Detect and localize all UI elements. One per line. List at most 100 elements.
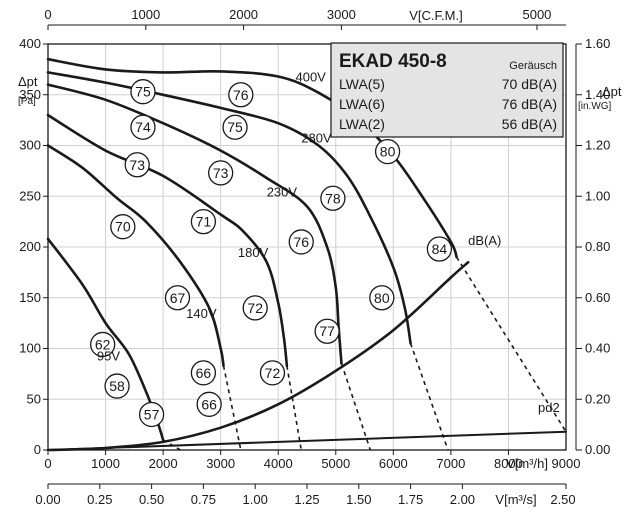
noise-marker-circle [314, 318, 340, 344]
noise-marker-circle [124, 152, 150, 178]
x-bottom-tick-label: 6000 [379, 456, 408, 471]
y-left-tick-label: 400 [19, 36, 41, 51]
y-right-tick-label: 1.40 [585, 87, 610, 102]
legend-row-label-2: LWA(6) [339, 96, 385, 112]
noise-marker-circle [190, 208, 217, 235]
x-top-tick-label: 3000 [327, 7, 356, 22]
noise-marker-circle [259, 360, 286, 386]
noise-marker-value: 76 [293, 234, 309, 250]
noise-marker-circle [242, 295, 268, 321]
noise-marker-circle [208, 160, 234, 186]
x-bottom-tick-label: 2000 [149, 456, 178, 471]
x-bottom-tick-label: 7000 [436, 456, 465, 471]
noise-marker-value: 80 [380, 144, 396, 160]
noise-marker-circle [138, 401, 165, 428]
x-bottom-tick-label: 0 [44, 456, 51, 471]
series-line-400v [46, 57, 458, 259]
series-labels: 400V 280V 230V 180V 140V 95V dB(A) [97, 70, 501, 364]
series-label: 280V [301, 130, 332, 145]
dashed-limit-line [340, 363, 372, 451]
legend-frame [330, 42, 564, 138]
x-bottom-tick-label: 3000 [206, 456, 235, 471]
x-bottom2-tick-label: 1.25 [294, 492, 319, 507]
x-top-tick-label: 2000 [229, 7, 258, 22]
y-right-tick-label: 1.60 [585, 36, 610, 51]
x-bottom-tick-label: 5000 [321, 456, 350, 471]
x-bottom2-axis-label: V[m³/s] [495, 492, 536, 507]
noise-marker-value: 75 [135, 84, 151, 100]
y-right-tick-label: 1.00 [585, 188, 610, 203]
y-left-axis-label: Δpt [18, 74, 38, 89]
noise-level-markers: 75 76 74 75 80 73 73 78 70 71 76 84 67 72 80 77 62 66 72 58… [90, 79, 453, 428]
noise-marker-value: 58 [109, 378, 125, 394]
noise-marker-value: 67 [170, 290, 186, 306]
noise-marker-circle [222, 114, 248, 140]
noise-marker-value: 73 [129, 157, 145, 173]
y-left-tick-label: 100 [19, 341, 41, 356]
y-left-axis-unit: [Pa] [18, 96, 36, 107]
x-top-tick-label: 0 [44, 7, 51, 22]
noise-marker-value: 62 [95, 336, 111, 352]
noise-marker-value: 74 [135, 119, 151, 135]
legend-row-label-3: LWA(2) [339, 116, 385, 132]
noise-marker-value: 84 [432, 241, 448, 257]
dashed-limit-line [286, 365, 303, 451]
y-right-axis-label: Δpt [602, 84, 622, 99]
noise-marker-circle [228, 82, 254, 108]
series-line-pd2 [47, 430, 567, 451]
legend-row-value-1: 70 dB(A) [502, 76, 557, 92]
y-left-tick-label: 200 [19, 239, 41, 254]
x-bottom-end-label: 9000 [552, 456, 581, 471]
noise-marker-circle [374, 138, 401, 165]
noise-marker-value: 80 [374, 290, 390, 306]
y-right-tick-label: 0.40 [585, 341, 610, 356]
series-label: 400V [295, 70, 326, 85]
x-bottom-tick-label: 1000 [91, 456, 120, 471]
noise-marker-circle [288, 229, 314, 255]
noise-marker-value: 73 [213, 165, 229, 181]
y-right-tick-label: 0.20 [585, 391, 610, 406]
x-bottom-tick-label: 8000 [494, 456, 523, 471]
series-label: dB(A) [468, 233, 501, 248]
x-bottom-tick-label: 4000 [264, 456, 293, 471]
legend-box: EKAD 450-8 Geräusch LWA(5) 70 dB(A) LWA(… [330, 42, 564, 138]
pd2-label: pd2 [538, 400, 560, 415]
noise-marker-value: 75 [227, 119, 243, 135]
y-right-tick-label: 0.00 [585, 442, 610, 457]
y-left-tick-label: 50 [27, 391, 41, 406]
legend-row-value-2: 76 dB(A) [502, 96, 557, 112]
legend-row-label-1: LWA(5) [339, 76, 385, 92]
dashed-limit-line [222, 365, 242, 451]
noise-marker-circle [130, 79, 156, 105]
x-bottom2-tick-label: 1.00 [243, 492, 268, 507]
y-right-tick-label: 1.20 [585, 138, 610, 153]
series-label: 180V [238, 245, 269, 260]
noise-marker-value: 71 [196, 214, 212, 230]
y-left-tick-label: 350 [19, 87, 41, 102]
noise-marker-circle [369, 285, 395, 311]
y-left-tick-label: 150 [19, 290, 41, 305]
series-line-230v [46, 83, 343, 365]
y-right-tick-label: 0.60 [585, 290, 610, 305]
legend-title: EKAD 450-8 [339, 51, 447, 72]
x-bottom-axis-label: V[m³/h] [506, 456, 548, 471]
series-label: 95V [97, 349, 120, 364]
noise-marker-circle [164, 285, 191, 311]
noise-marker-circle [190, 360, 217, 386]
dashed-limit-line [455, 256, 567, 433]
x-top-tick-label: 5000 [522, 7, 551, 22]
noise-marker-value: 77 [319, 323, 335, 339]
x-bottom2-tick-label: 0.75 [191, 492, 216, 507]
noise-marker-circle [130, 114, 156, 140]
noise-marker-circle [320, 185, 346, 211]
x-bottom2-end-label: 2.50 [550, 492, 575, 507]
y-left-tick-label: 0 [34, 442, 41, 457]
dashed-limit-line [409, 343, 449, 451]
legend-row-value-3: 56 dB(A) [502, 116, 557, 132]
noise-marker-value: 70 [115, 219, 131, 235]
noise-marker-circle [104, 373, 130, 399]
series-label: 140V [186, 306, 217, 321]
noise-marker-value: 76 [233, 87, 249, 103]
legend-header-right: Geräusch [509, 60, 557, 72]
